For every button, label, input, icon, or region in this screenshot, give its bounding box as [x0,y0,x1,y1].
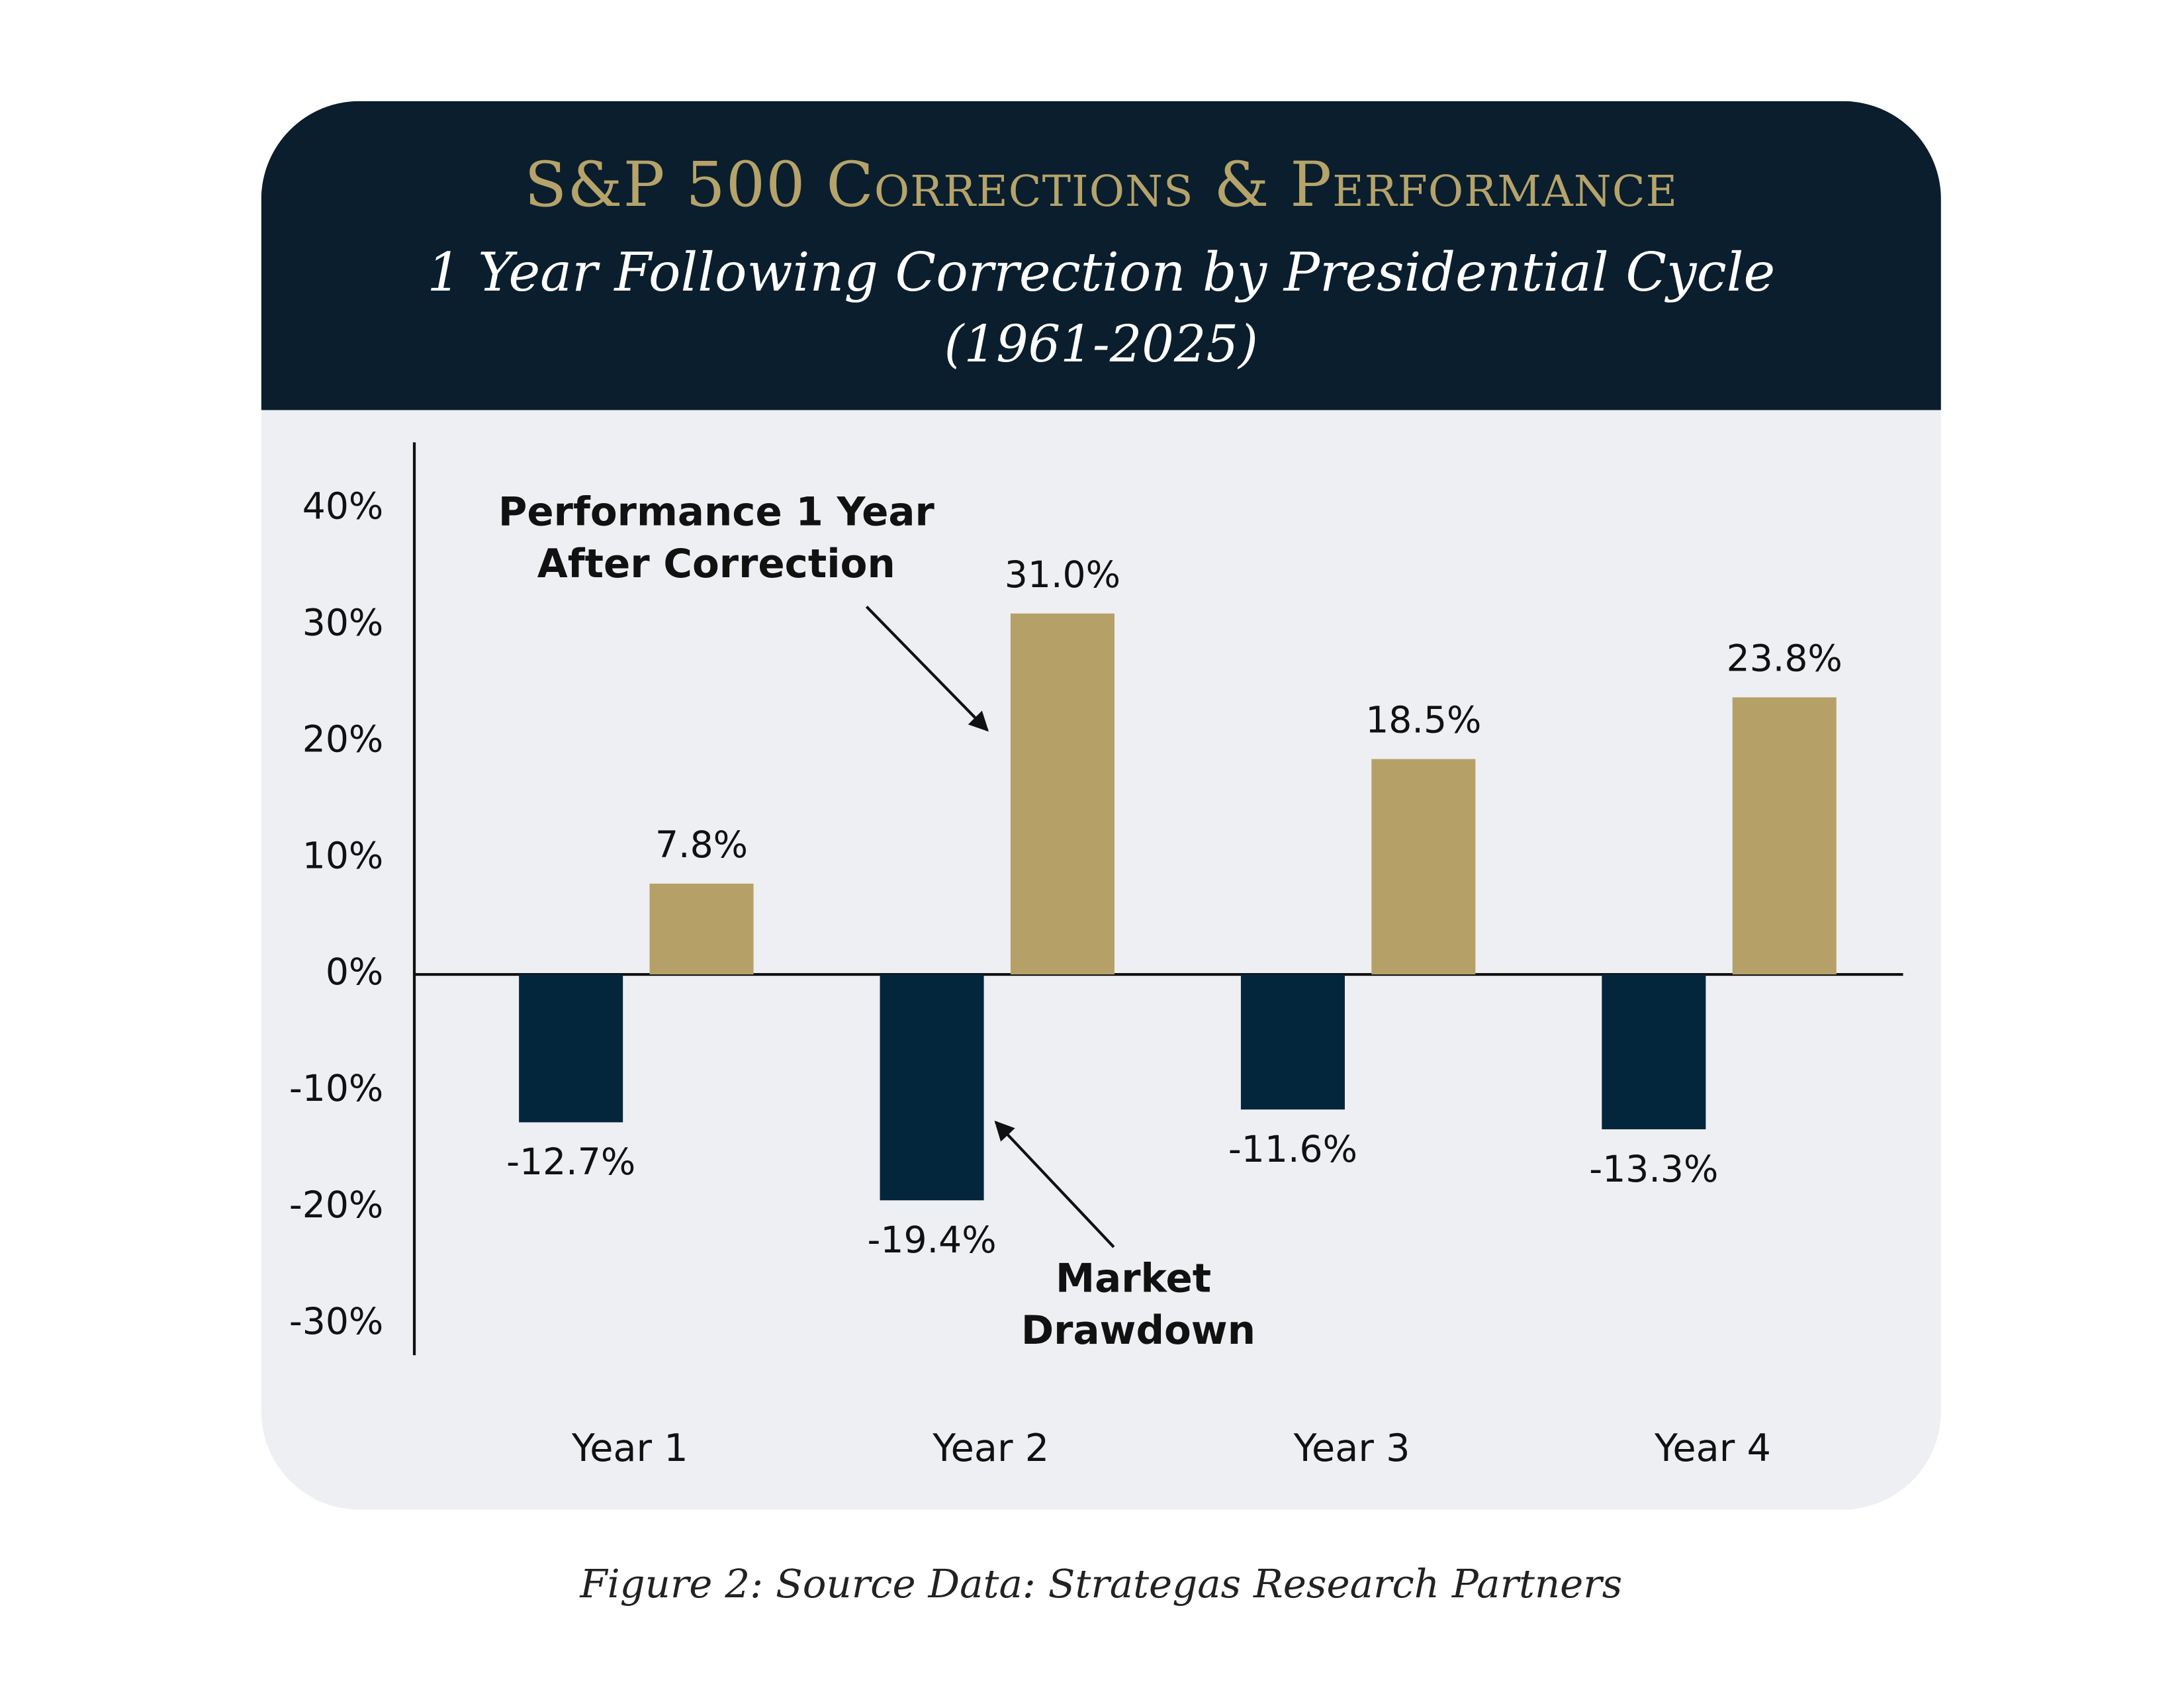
value-label: -13.3% [1589,1149,1718,1191]
card [261,101,1941,1510]
chart-subtitle: 1 Year Following Correction by President… [427,242,1775,304]
arrow [865,605,989,732]
y-tick-label: -10% [289,1068,384,1110]
x-tick-label: Year 2 [932,1426,1049,1470]
bar [519,974,623,1123]
bar [1371,759,1476,975]
bar [1732,697,1837,975]
x-tick-label: Year 4 [1654,1426,1771,1470]
y-tick-label: -20% [289,1184,384,1227]
y-tick-label: -30% [289,1301,384,1343]
value-label: 18.5% [1365,700,1481,742]
y-tick-label: 20% [302,718,384,761]
bar [880,974,984,1201]
annotation: Market Drawdown [1021,1255,1256,1354]
value-label: -19.4% [867,1219,996,1262]
chart-title: S&P 500 Corrections & Performance [524,149,1678,221]
annotation-box: Performance 1 Year After Correction [498,489,934,587]
annotation-box: Market Drawdown [1021,1255,1256,1354]
header [261,101,1941,410]
y-tick-label: 30% [302,602,384,645]
value-label: 23.8% [1727,637,1843,680]
value-label: 31.0% [1005,554,1120,596]
bar [1010,613,1115,975]
bar [649,883,754,975]
x-tick-label: Year 3 [1293,1426,1410,1470]
value-label: -12.7% [506,1141,635,1184]
y-tick-label: 40% [302,486,384,528]
x-tick-label: Year 1 [571,1426,688,1470]
annotation: Performance 1 Year After Correction [498,489,934,587]
value-label: -11.6% [1228,1129,1357,1171]
y-tick-label: 10% [302,835,384,877]
value-label: 7.8% [655,824,748,867]
y-tick-label: 0% [326,951,384,994]
arrow [994,1120,1115,1248]
bar [1602,974,1706,1129]
period: (1961-2025) [944,315,1258,374]
bar [1240,974,1345,1110]
caption: Figure 2: Source Data: Strategas Researc… [579,1562,1622,1607]
